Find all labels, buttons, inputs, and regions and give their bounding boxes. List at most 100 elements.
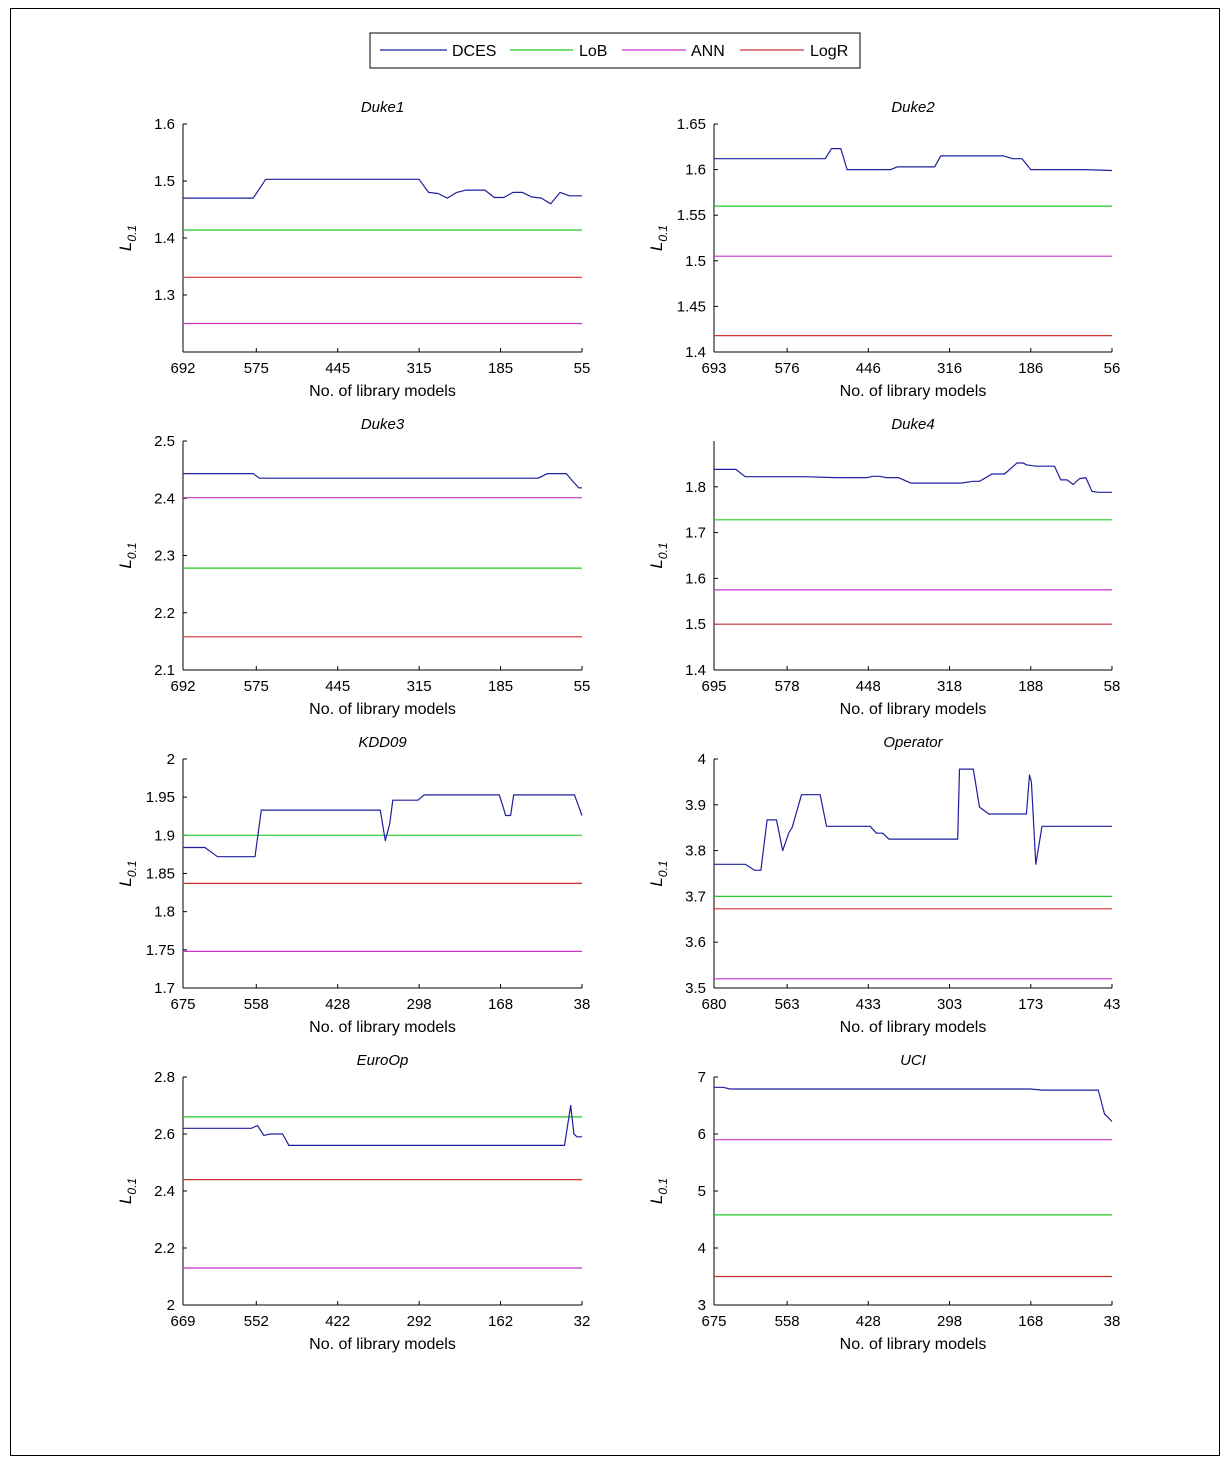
y-axis-label: L0.1 xyxy=(647,860,670,886)
x-tick-label: 445 xyxy=(325,360,350,377)
legend-label-logr: LogR xyxy=(810,43,848,60)
y-tick-label: 3.9 xyxy=(685,797,706,814)
subplot-euroop: EuroOp 2 2.2 2.4 2.6 2.8 669 552 422 292 162 32 No. … xyxy=(116,1052,590,1353)
x-tick-label: 188 xyxy=(1018,678,1043,695)
y-tick-label: 1.7 xyxy=(685,525,706,542)
x-tick-label: 55 xyxy=(574,360,591,377)
x-tick-label: 575 xyxy=(244,678,269,695)
x-tick-label: 186 xyxy=(1018,360,1043,377)
x-axis-label: No. of library models xyxy=(309,701,456,718)
subplot-duke4: Duke4 1.4 1.5 1.6 1.7 1.8 695 578 448 318 188 58 No.… xyxy=(647,416,1120,718)
y-tick-label: 1.4 xyxy=(685,344,706,361)
y-tick-label: 2.1 xyxy=(154,662,175,679)
series-dces-line xyxy=(714,1086,1113,1122)
y-tick-label: 6 xyxy=(698,1126,706,1143)
y-tick-label: 2 xyxy=(167,1297,175,1314)
y-tick-label: 2.2 xyxy=(154,1240,175,1257)
y-tick-label: 3.6 xyxy=(685,934,706,951)
y-tick-label: 1.6 xyxy=(685,162,706,179)
y-tick-label: 3 xyxy=(698,1297,706,1314)
y-tick-label: 2.6 xyxy=(154,1126,175,1143)
x-tick-label: 446 xyxy=(856,360,881,377)
x-tick-label: 675 xyxy=(701,1313,726,1330)
x-axis-label: No. of library models xyxy=(309,383,456,400)
y-tick-label: 1.85 xyxy=(146,866,175,883)
subplot-duke1: Duke1 1.3 1.4 1.5 1.6 692 575 445 315 185 55 No. of… xyxy=(116,99,590,400)
series-dces-line xyxy=(183,178,582,205)
series-dces-line xyxy=(714,148,1113,172)
y-tick-label: 1.5 xyxy=(685,253,706,270)
x-tick-label: 173 xyxy=(1018,996,1043,1013)
x-tick-label: 316 xyxy=(937,360,962,377)
subplot-operator: Operator 3.5 3.6 3.7 3.8 3.9 4 680 563 433 303 173 4… xyxy=(647,734,1120,1036)
x-tick-label: 168 xyxy=(1018,1313,1043,1330)
x-tick-label: 692 xyxy=(170,678,195,695)
x-tick-label: 428 xyxy=(325,996,350,1013)
x-tick-label: 693 xyxy=(701,360,726,377)
subplot-kdd09: KDD09 1.7 1.75 1.8 1.85 1.9 1.95 2 675 558 428 298 1… xyxy=(116,734,590,1036)
x-tick-label: 162 xyxy=(488,1313,513,1330)
x-axis-label: No. of library models xyxy=(309,1336,456,1353)
x-tick-label: 55 xyxy=(574,678,591,695)
x-tick-label: 675 xyxy=(170,996,195,1013)
x-tick-label: 445 xyxy=(325,678,350,695)
x-tick-label: 43 xyxy=(1104,996,1121,1013)
y-tick-label: 1.75 xyxy=(146,942,175,959)
y-tick-label: 5 xyxy=(698,1183,706,1200)
y-tick-label: 4 xyxy=(698,1240,706,1257)
y-tick-label: 1.4 xyxy=(154,230,175,247)
y-tick-label: 1.9 xyxy=(154,827,175,844)
y-tick-label: 7 xyxy=(698,1069,706,1086)
legend-label-dces: DCES xyxy=(452,43,496,60)
x-tick-label: 692 xyxy=(170,360,195,377)
y-tick-label: 2.3 xyxy=(154,548,175,565)
subplot-title: UCI xyxy=(900,1052,926,1069)
x-axis-label: No. of library models xyxy=(840,701,987,718)
x-tick-label: 38 xyxy=(574,996,591,1013)
x-axis-label: No. of library models xyxy=(840,1336,987,1353)
y-tick-label: 2.4 xyxy=(154,1183,175,1200)
subplot-title: Operator xyxy=(883,734,943,751)
x-tick-label: 558 xyxy=(775,1313,800,1330)
x-tick-label: 669 xyxy=(170,1313,195,1330)
x-tick-label: 575 xyxy=(244,360,269,377)
x-axis-label: No. of library models xyxy=(840,383,987,400)
y-tick-label: 1.45 xyxy=(677,298,706,315)
x-tick-label: 58 xyxy=(1104,678,1121,695)
series-dces-line xyxy=(183,473,582,489)
legend-label-ann: ANN xyxy=(691,43,725,60)
legend-label-lob: LoB xyxy=(579,43,607,60)
y-tick-label: 1.7 xyxy=(154,980,175,997)
y-axis-label: L0.1 xyxy=(647,225,670,251)
subplot-title: EuroOp xyxy=(357,1052,409,1069)
subplot-title: Duke4 xyxy=(891,416,934,433)
x-tick-label: 422 xyxy=(325,1313,350,1330)
x-tick-label: 185 xyxy=(488,678,513,695)
y-tick-label: 3.7 xyxy=(685,888,706,905)
y-tick-label: 3.8 xyxy=(685,843,706,860)
y-tick-label: 1.3 xyxy=(154,287,175,304)
x-tick-label: 32 xyxy=(574,1313,591,1330)
x-tick-label: 558 xyxy=(244,996,269,1013)
y-tick-label: 2.8 xyxy=(154,1069,175,1086)
x-tick-label: 298 xyxy=(407,996,432,1013)
y-tick-label: 1.95 xyxy=(146,789,175,806)
y-axis-label: L0.1 xyxy=(116,542,139,568)
subplot-duke3: Duke3 2.1 2.2 2.3 2.4 2.5 692 575 445 315 185 55 No.… xyxy=(116,416,590,718)
x-tick-label: 433 xyxy=(856,996,881,1013)
x-axis-label: No. of library models xyxy=(309,1019,456,1036)
subplot-uci: UCI 3 4 5 6 7 675 558 428 298 168 38 No. of library … xyxy=(647,1052,1120,1353)
x-tick-label: 38 xyxy=(1104,1313,1121,1330)
series-dces-line xyxy=(183,1104,582,1147)
x-tick-label: 695 xyxy=(701,678,726,695)
x-tick-label: 578 xyxy=(775,678,800,695)
y-tick-label: 1.8 xyxy=(154,904,175,921)
subplot-duke2: Duke2 1.4 1.45 1.5 1.55 1.6 1.65 693 576 446 316 18… xyxy=(647,99,1120,400)
x-tick-label: 303 xyxy=(937,996,962,1013)
x-tick-label: 292 xyxy=(407,1313,432,1330)
y-tick-label: 1.55 xyxy=(677,207,706,224)
y-tick-label: 1.5 xyxy=(154,173,175,190)
y-axis-label: L0.1 xyxy=(116,1178,139,1204)
subplot-title: Duke1 xyxy=(361,99,404,116)
subplot-title: Duke3 xyxy=(361,416,405,433)
